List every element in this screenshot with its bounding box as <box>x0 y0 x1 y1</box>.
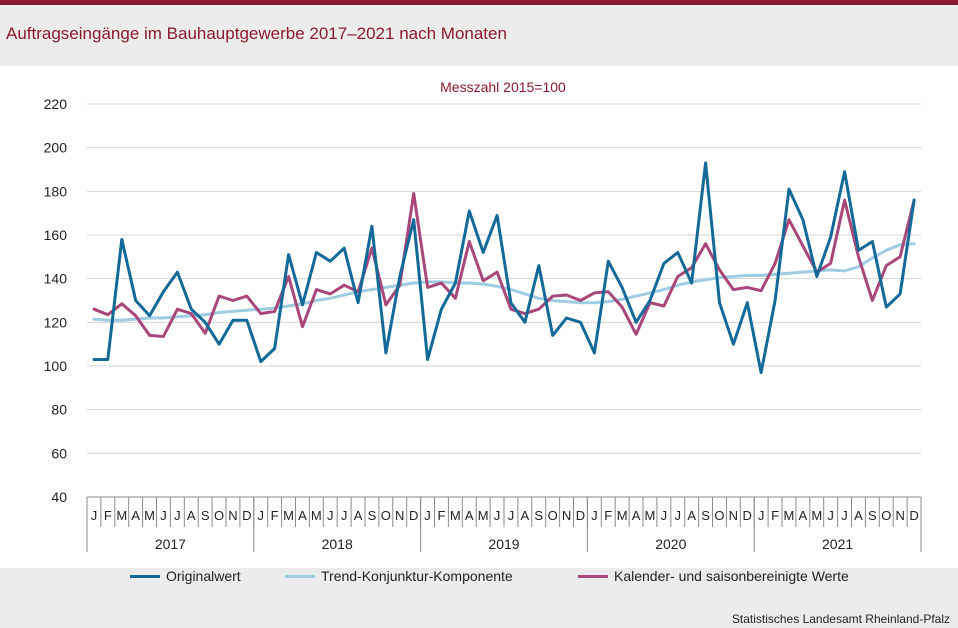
legend-label-original: Originalwert <box>166 568 241 584</box>
y-tick-label-140: 140 <box>44 271 68 287</box>
x-month-label: S <box>868 508 877 523</box>
x-month-label: M <box>144 508 155 523</box>
x-month-label: A <box>187 508 196 523</box>
x-month-label: J <box>675 508 682 523</box>
x-month-label: S <box>368 508 377 523</box>
x-month-label: F <box>771 508 779 523</box>
x-year-label-2020: 2020 <box>655 536 686 552</box>
x-month-label: D <box>242 508 251 523</box>
x-month-label: S <box>534 508 543 523</box>
x-month-label: A <box>521 508 530 523</box>
legend-label-trend: Trend-Konjunktur-Komponente <box>321 568 513 584</box>
x-month-label: O <box>548 508 558 523</box>
x-month-label: M <box>116 508 127 523</box>
x-month-label: A <box>465 508 474 523</box>
x-month-label: J <box>258 508 265 523</box>
x-month-label: J <box>341 508 348 523</box>
x-month-label: J <box>160 508 167 523</box>
legend-swatch-trend <box>285 574 315 578</box>
x-month-label: N <box>228 508 237 523</box>
x-month-label: A <box>298 508 307 523</box>
x-month-label: D <box>743 508 752 523</box>
x-month-label: N <box>895 508 904 523</box>
x-month-label: J <box>424 508 431 523</box>
x-month-label: F <box>437 508 445 523</box>
line-chart: Messzahl 2015=100 40 60 80 100 120 140 160 180 2… <box>0 72 958 568</box>
legend-item-adjusted: Kalender- und saisonbereinigte Werte <box>578 568 849 584</box>
chart-subtitle: Messzahl 2015=100 <box>440 79 566 95</box>
legend-item-trend: Trend-Konjunktur-Komponente <box>285 568 513 584</box>
x-month-label: M <box>478 508 489 523</box>
y-tick-label-220: 220 <box>44 96 68 112</box>
x-month-label: A <box>799 508 808 523</box>
x-month-label: F <box>271 508 279 523</box>
series-line-adjusted <box>92 192 916 338</box>
x-month-label: J <box>508 508 515 523</box>
x-month-label: D <box>409 508 418 523</box>
x-month-label: S <box>201 508 210 523</box>
x-month-label: M <box>811 508 822 523</box>
top-accent-bar <box>0 0 958 5</box>
x-month-label: N <box>729 508 738 523</box>
x-month-label: N <box>562 508 571 523</box>
y-tick-label-160: 160 <box>44 227 68 243</box>
x-month-label: F <box>604 508 612 523</box>
x-year-label-2021: 2021 <box>822 536 853 552</box>
x-year-label-2018: 2018 <box>322 536 353 552</box>
x-month-label: J <box>91 508 98 523</box>
y-tick-label-40: 40 <box>51 489 67 505</box>
x-month-label: O <box>214 508 224 523</box>
x-month-label: J <box>841 508 848 523</box>
x-month-label: S <box>701 508 710 523</box>
x-month-label: N <box>395 508 404 523</box>
y-tick-label-80: 80 <box>51 402 67 418</box>
x-year-label-2017: 2017 <box>155 536 186 552</box>
x-month-label: J <box>661 508 668 523</box>
x-month-label: O <box>381 508 391 523</box>
x-month-label: M <box>617 508 628 523</box>
legend-label-adjusted: Kalender- und saisonbereinigte Werte <box>614 568 849 584</box>
x-month-label: J <box>591 508 598 523</box>
x-month-label: A <box>354 508 363 523</box>
legend-swatch-original <box>130 574 160 578</box>
x-month-label: M <box>311 508 322 523</box>
x-month-label: J <box>758 508 765 523</box>
y-axis: 40 60 80 100 120 140 160 180 200 220 <box>44 96 68 505</box>
x-month-label: D <box>576 508 585 523</box>
legend: Originalwert Trend-Konjunktur-Komponente… <box>0 568 958 588</box>
x-month-label: F <box>104 508 112 523</box>
y-tick-label-60: 60 <box>51 445 67 461</box>
x-month-label: O <box>714 508 724 523</box>
series-line-original <box>92 161 916 375</box>
x-month-label: J <box>327 508 334 523</box>
y-tick-label-120: 120 <box>44 314 68 330</box>
x-month-label: A <box>687 508 696 523</box>
x-month-label: M <box>784 508 795 523</box>
x-month-label: M <box>645 508 656 523</box>
x-month-label: O <box>881 508 891 523</box>
y-tick-label-100: 100 <box>44 358 68 374</box>
chart-area-background <box>0 72 958 568</box>
source-note: Statistisches Landesamt Rheinland-Pfalz <box>731 612 950 626</box>
series-lines <box>92 161 916 375</box>
legend-swatch-adjusted <box>578 574 608 578</box>
x-month-label: M <box>450 508 461 523</box>
x-month-label: A <box>131 508 140 523</box>
legend-item-original: Originalwert <box>130 568 241 584</box>
x-month-label: J <box>827 508 834 523</box>
x-month-label: D <box>909 508 918 523</box>
x-month-label: A <box>632 508 641 523</box>
y-tick-label-200: 200 <box>44 140 68 156</box>
x-month-label: A <box>854 508 863 523</box>
y-tick-label-180: 180 <box>44 183 68 199</box>
x-month-label: J <box>494 508 501 523</box>
chart-title: Auftragseingänge im Bauhauptgewerbe 2017… <box>6 24 507 43</box>
x-month-label: J <box>174 508 181 523</box>
header-separator <box>0 66 958 72</box>
x-year-label-2019: 2019 <box>488 536 519 552</box>
x-month-label: M <box>283 508 294 523</box>
